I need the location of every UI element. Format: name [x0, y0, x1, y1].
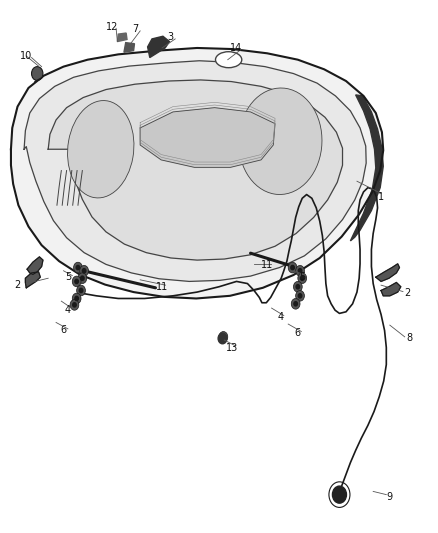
Polygon shape: [48, 80, 343, 260]
Circle shape: [296, 290, 304, 301]
Ellipse shape: [215, 52, 242, 68]
Text: 2: 2: [14, 280, 21, 290]
Circle shape: [293, 281, 302, 292]
Circle shape: [80, 265, 88, 276]
Circle shape: [72, 276, 81, 287]
Polygon shape: [24, 61, 366, 281]
Polygon shape: [117, 33, 127, 42]
Text: 11: 11: [261, 261, 273, 270]
Circle shape: [291, 298, 300, 309]
Text: 7: 7: [133, 25, 139, 34]
Polygon shape: [124, 43, 134, 52]
Polygon shape: [381, 282, 401, 296]
Circle shape: [75, 296, 78, 301]
Text: 10: 10: [20, 51, 32, 61]
Text: 5: 5: [65, 272, 71, 282]
Circle shape: [298, 294, 302, 298]
Circle shape: [70, 300, 79, 310]
Polygon shape: [11, 48, 383, 298]
Circle shape: [296, 265, 304, 276]
Circle shape: [294, 302, 297, 306]
Circle shape: [300, 276, 304, 280]
Polygon shape: [140, 108, 275, 167]
Text: 2: 2: [404, 288, 410, 298]
Circle shape: [75, 279, 78, 284]
Circle shape: [72, 293, 81, 304]
Circle shape: [288, 262, 297, 273]
Circle shape: [78, 273, 87, 284]
Circle shape: [79, 288, 83, 293]
Text: 6: 6: [295, 328, 301, 338]
Text: 13: 13: [226, 343, 238, 352]
Text: 12: 12: [106, 22, 118, 31]
Polygon shape: [148, 36, 170, 58]
Circle shape: [82, 269, 86, 273]
Text: 9: 9: [387, 492, 393, 502]
Circle shape: [76, 265, 80, 270]
Circle shape: [32, 67, 43, 80]
Text: 4: 4: [277, 312, 283, 322]
Text: 11: 11: [156, 282, 168, 292]
Circle shape: [298, 269, 302, 273]
Polygon shape: [376, 264, 399, 281]
Circle shape: [296, 285, 300, 289]
Text: 8: 8: [406, 334, 413, 343]
Ellipse shape: [67, 101, 134, 198]
Polygon shape: [27, 257, 43, 274]
Text: 4: 4: [65, 305, 71, 315]
Circle shape: [73, 303, 76, 307]
Text: 14: 14: [230, 43, 243, 53]
Text: 1: 1: [378, 192, 384, 202]
Text: 6: 6: [60, 326, 67, 335]
Ellipse shape: [239, 88, 322, 195]
Circle shape: [332, 486, 346, 503]
Polygon shape: [25, 272, 40, 288]
Circle shape: [74, 262, 82, 273]
Circle shape: [219, 332, 228, 342]
Circle shape: [218, 333, 227, 344]
Circle shape: [77, 285, 85, 296]
Circle shape: [222, 335, 225, 339]
Polygon shape: [350, 95, 383, 241]
Circle shape: [298, 273, 307, 284]
Circle shape: [81, 276, 84, 280]
Text: 3: 3: [168, 33, 174, 42]
Circle shape: [291, 265, 294, 270]
Text: 5: 5: [299, 272, 305, 282]
